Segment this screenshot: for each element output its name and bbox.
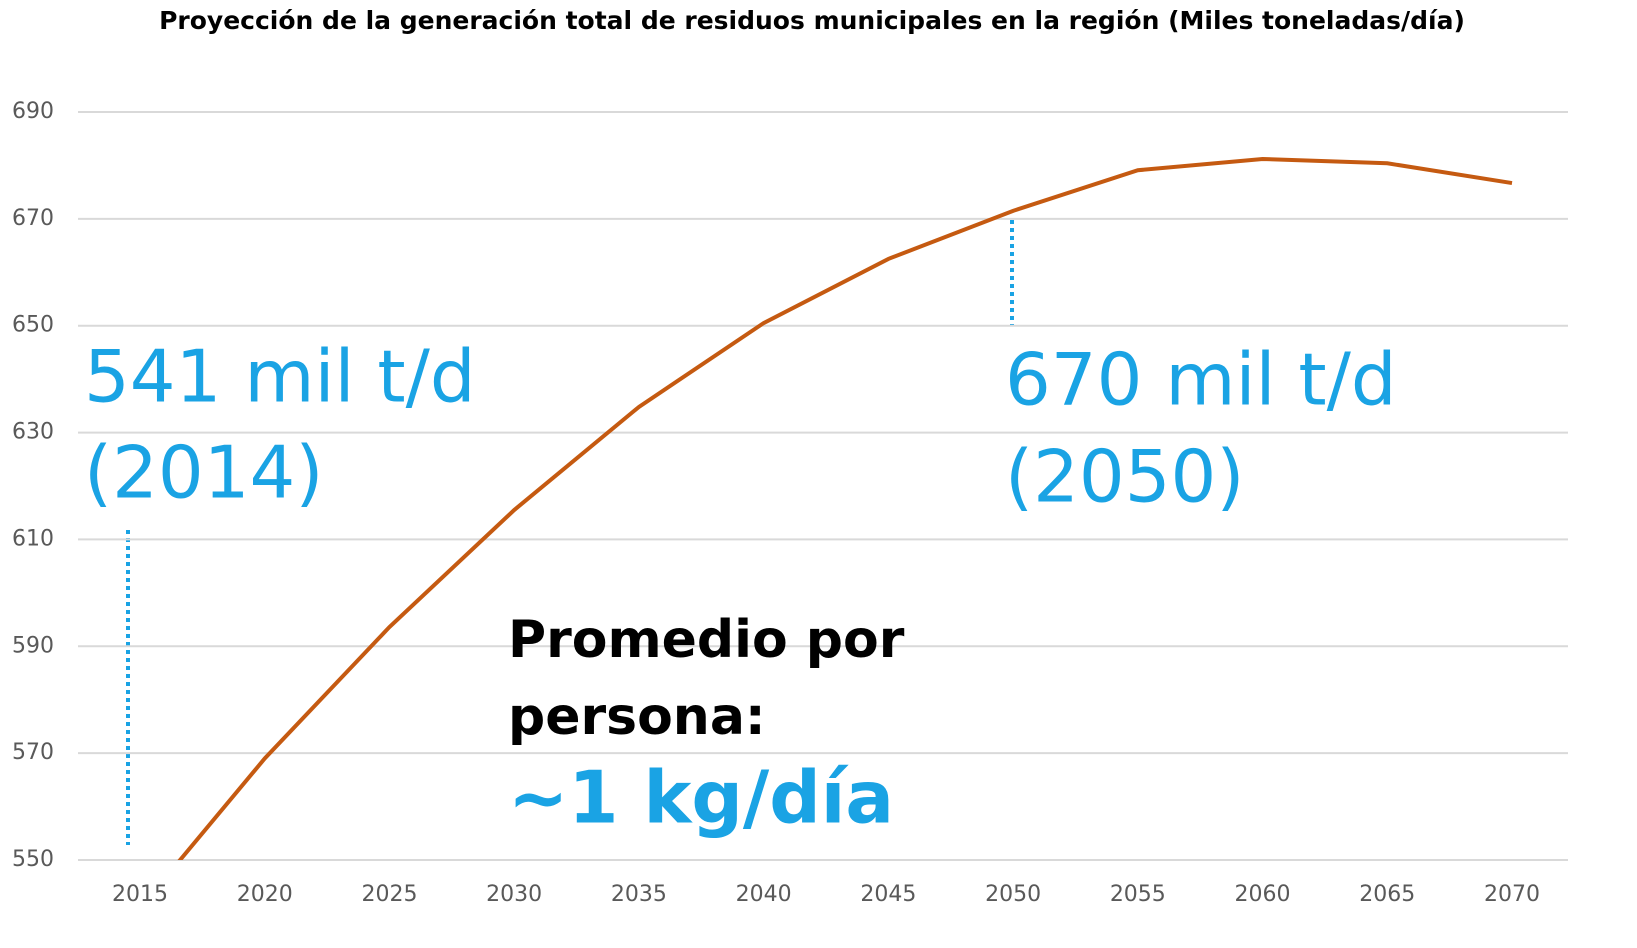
y-tick-label: 650 [12,313,54,338]
y-tick-label: 550 [12,847,54,872]
y-tick-label: 690 [12,99,54,124]
y-tick-label: 670 [12,206,54,231]
annotation: 670 mil t/d [1005,338,1397,422]
annotation: 541 mil t/d [84,335,476,419]
chart-title: Proyección de la generación total de res… [159,6,1465,35]
x-tick-label: 2070 [1484,882,1540,907]
x-tick-label: 2030 [486,882,542,907]
data-line [177,157,1513,860]
y-tick-label: 630 [12,420,54,445]
x-tick-label: 2015 [112,882,168,907]
x-tick-label: 2025 [361,882,417,907]
annotation: persona: [508,687,766,747]
y-tick-label: 610 [12,526,54,551]
x-tick-label: 2065 [1359,882,1415,907]
x-tick-label: 2055 [1110,882,1166,907]
annotation: ~1 kg/día [508,756,894,840]
x-tick-label: 2060 [1235,882,1291,907]
y-tick-label: 570 [12,740,54,765]
x-tick-label: 2045 [860,882,916,907]
annotation: (2014) [84,431,323,515]
y-tick-label: 590 [12,633,54,658]
x-tick-label: 2035 [611,882,667,907]
annotation: (2050) [1005,435,1244,519]
annotation: Promedio por [508,610,905,670]
x-tick-label: 2020 [237,882,293,907]
x-tick-label: 2040 [736,882,792,907]
x-tick-label: 2050 [985,882,1041,907]
